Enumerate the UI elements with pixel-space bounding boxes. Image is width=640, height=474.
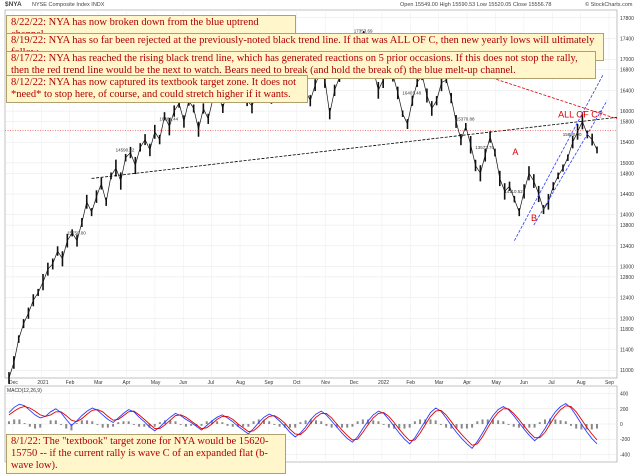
chart-symbol: $NYA <box>5 1 22 8</box>
blue-channel-lower <box>533 100 608 226</box>
chart-index-name: NYSE Composite Index INDX <box>32 2 105 8</box>
x-tick-label: Feb <box>406 380 415 386</box>
price-y-tick-label: 13400 <box>620 244 634 250</box>
price-annotation: 15750.00 <box>67 231 86 236</box>
price-y-tick-label: 13800 <box>620 223 634 229</box>
chart-ohlc: Open 15549.00 High 15590.53 Low 15520.05… <box>400 2 552 8</box>
macd-y-tick-label: -400 <box>620 452 630 458</box>
price-y-tick-label: 12400 <box>620 296 634 302</box>
price-y-tick-label: 14800 <box>620 171 634 177</box>
price-y-tick-label: 12000 <box>620 316 634 322</box>
price-annotation: 16401.48 <box>402 91 421 96</box>
macd-line <box>8 402 598 449</box>
macd-y-tick-label: 400 <box>620 392 629 398</box>
macd-title: MACD(12,26,9) <box>7 388 42 394</box>
price-annotation: 14590.22 <box>116 148 135 153</box>
price-y-tick-label: 15400 <box>620 140 634 146</box>
x-tick-label: Nov <box>321 380 330 386</box>
x-tick-label: Mar <box>435 380 444 386</box>
x-tick-label: Jun <box>179 380 187 386</box>
note-8-17: 8/17/22: NYA has reached the rising blac… <box>6 51 596 79</box>
price-annotation: 15370.88 <box>456 117 475 122</box>
x-tick-label: May <box>151 380 161 386</box>
price-y-tick-label: 17000 <box>620 57 634 63</box>
x-tick-label: Mar <box>94 380 103 386</box>
x-tick-label: Jul <box>548 380 554 386</box>
price-y-tick-label: 11000 <box>620 368 634 374</box>
price-y-tick-label: 16000 <box>620 109 634 115</box>
chart-source: © StockCharts.com <box>585 2 633 8</box>
x-tick-label: 2021 <box>37 380 48 386</box>
macd-y-tick-label: 0 <box>620 422 623 428</box>
price-annotation: 15880.00 <box>563 132 582 137</box>
price-annotation: 17353.69 <box>354 29 373 34</box>
price-y-tick-label: 11400 <box>620 347 634 353</box>
macd-y-tick-label: 200 <box>620 407 629 413</box>
x-tick-label: Dec <box>350 380 359 386</box>
note-8-1: 8/1/22: The "textbook" target zone for N… <box>6 434 286 474</box>
x-tick-label: Aug <box>577 380 586 386</box>
wave-label-c: ALL OF C? <box>558 109 603 119</box>
x-tick-label: Aug <box>236 380 245 386</box>
price-y-tick-label: 15000 <box>620 161 634 167</box>
price-y-tick-label: 17400 <box>620 37 634 43</box>
x-tick-label: Sep <box>264 380 273 386</box>
black-trend-line <box>91 116 618 179</box>
wave-label-a: A <box>512 147 518 157</box>
price-y-tick-label: 16800 <box>620 68 634 74</box>
price-y-tick-label: 17800 <box>620 16 634 22</box>
x-tick-label: Apr <box>463 380 471 386</box>
x-tick-label: 2022 <box>378 380 389 386</box>
macd-y-tick-label: -200 <box>620 437 630 443</box>
price-y-tick-label: 16400 <box>620 88 634 94</box>
price-annotation: 16281.44 <box>159 117 178 122</box>
price-y-tick-label: 11800 <box>620 327 634 333</box>
price-y-tick-label: 13000 <box>620 265 634 271</box>
price-annotation: 14110.52 <box>504 189 523 194</box>
x-tick-label: Sep <box>605 380 614 386</box>
price-y-tick-label: 15800 <box>620 119 634 125</box>
x-tick-label: May <box>491 380 501 386</box>
price-y-tick-label: 12800 <box>620 275 634 281</box>
x-tick-label: Apr <box>123 380 131 386</box>
x-tick-label: Jul <box>208 380 214 386</box>
x-tick-label: Oct <box>293 380 301 386</box>
wave-label-b: B <box>531 213 537 223</box>
price-y-tick-label: 14400 <box>620 192 634 198</box>
price-y-tick-label: 14000 <box>620 213 634 219</box>
x-tick-label: Dec <box>9 380 18 386</box>
x-tick-label: Feb <box>66 380 75 386</box>
x-tick-label: Jun <box>520 380 528 386</box>
macd-signal-line <box>8 405 598 446</box>
price-annotation: 13572.76 <box>475 145 494 150</box>
note-8-12: 8/12/22: NYA has now captured its textbo… <box>6 75 308 103</box>
